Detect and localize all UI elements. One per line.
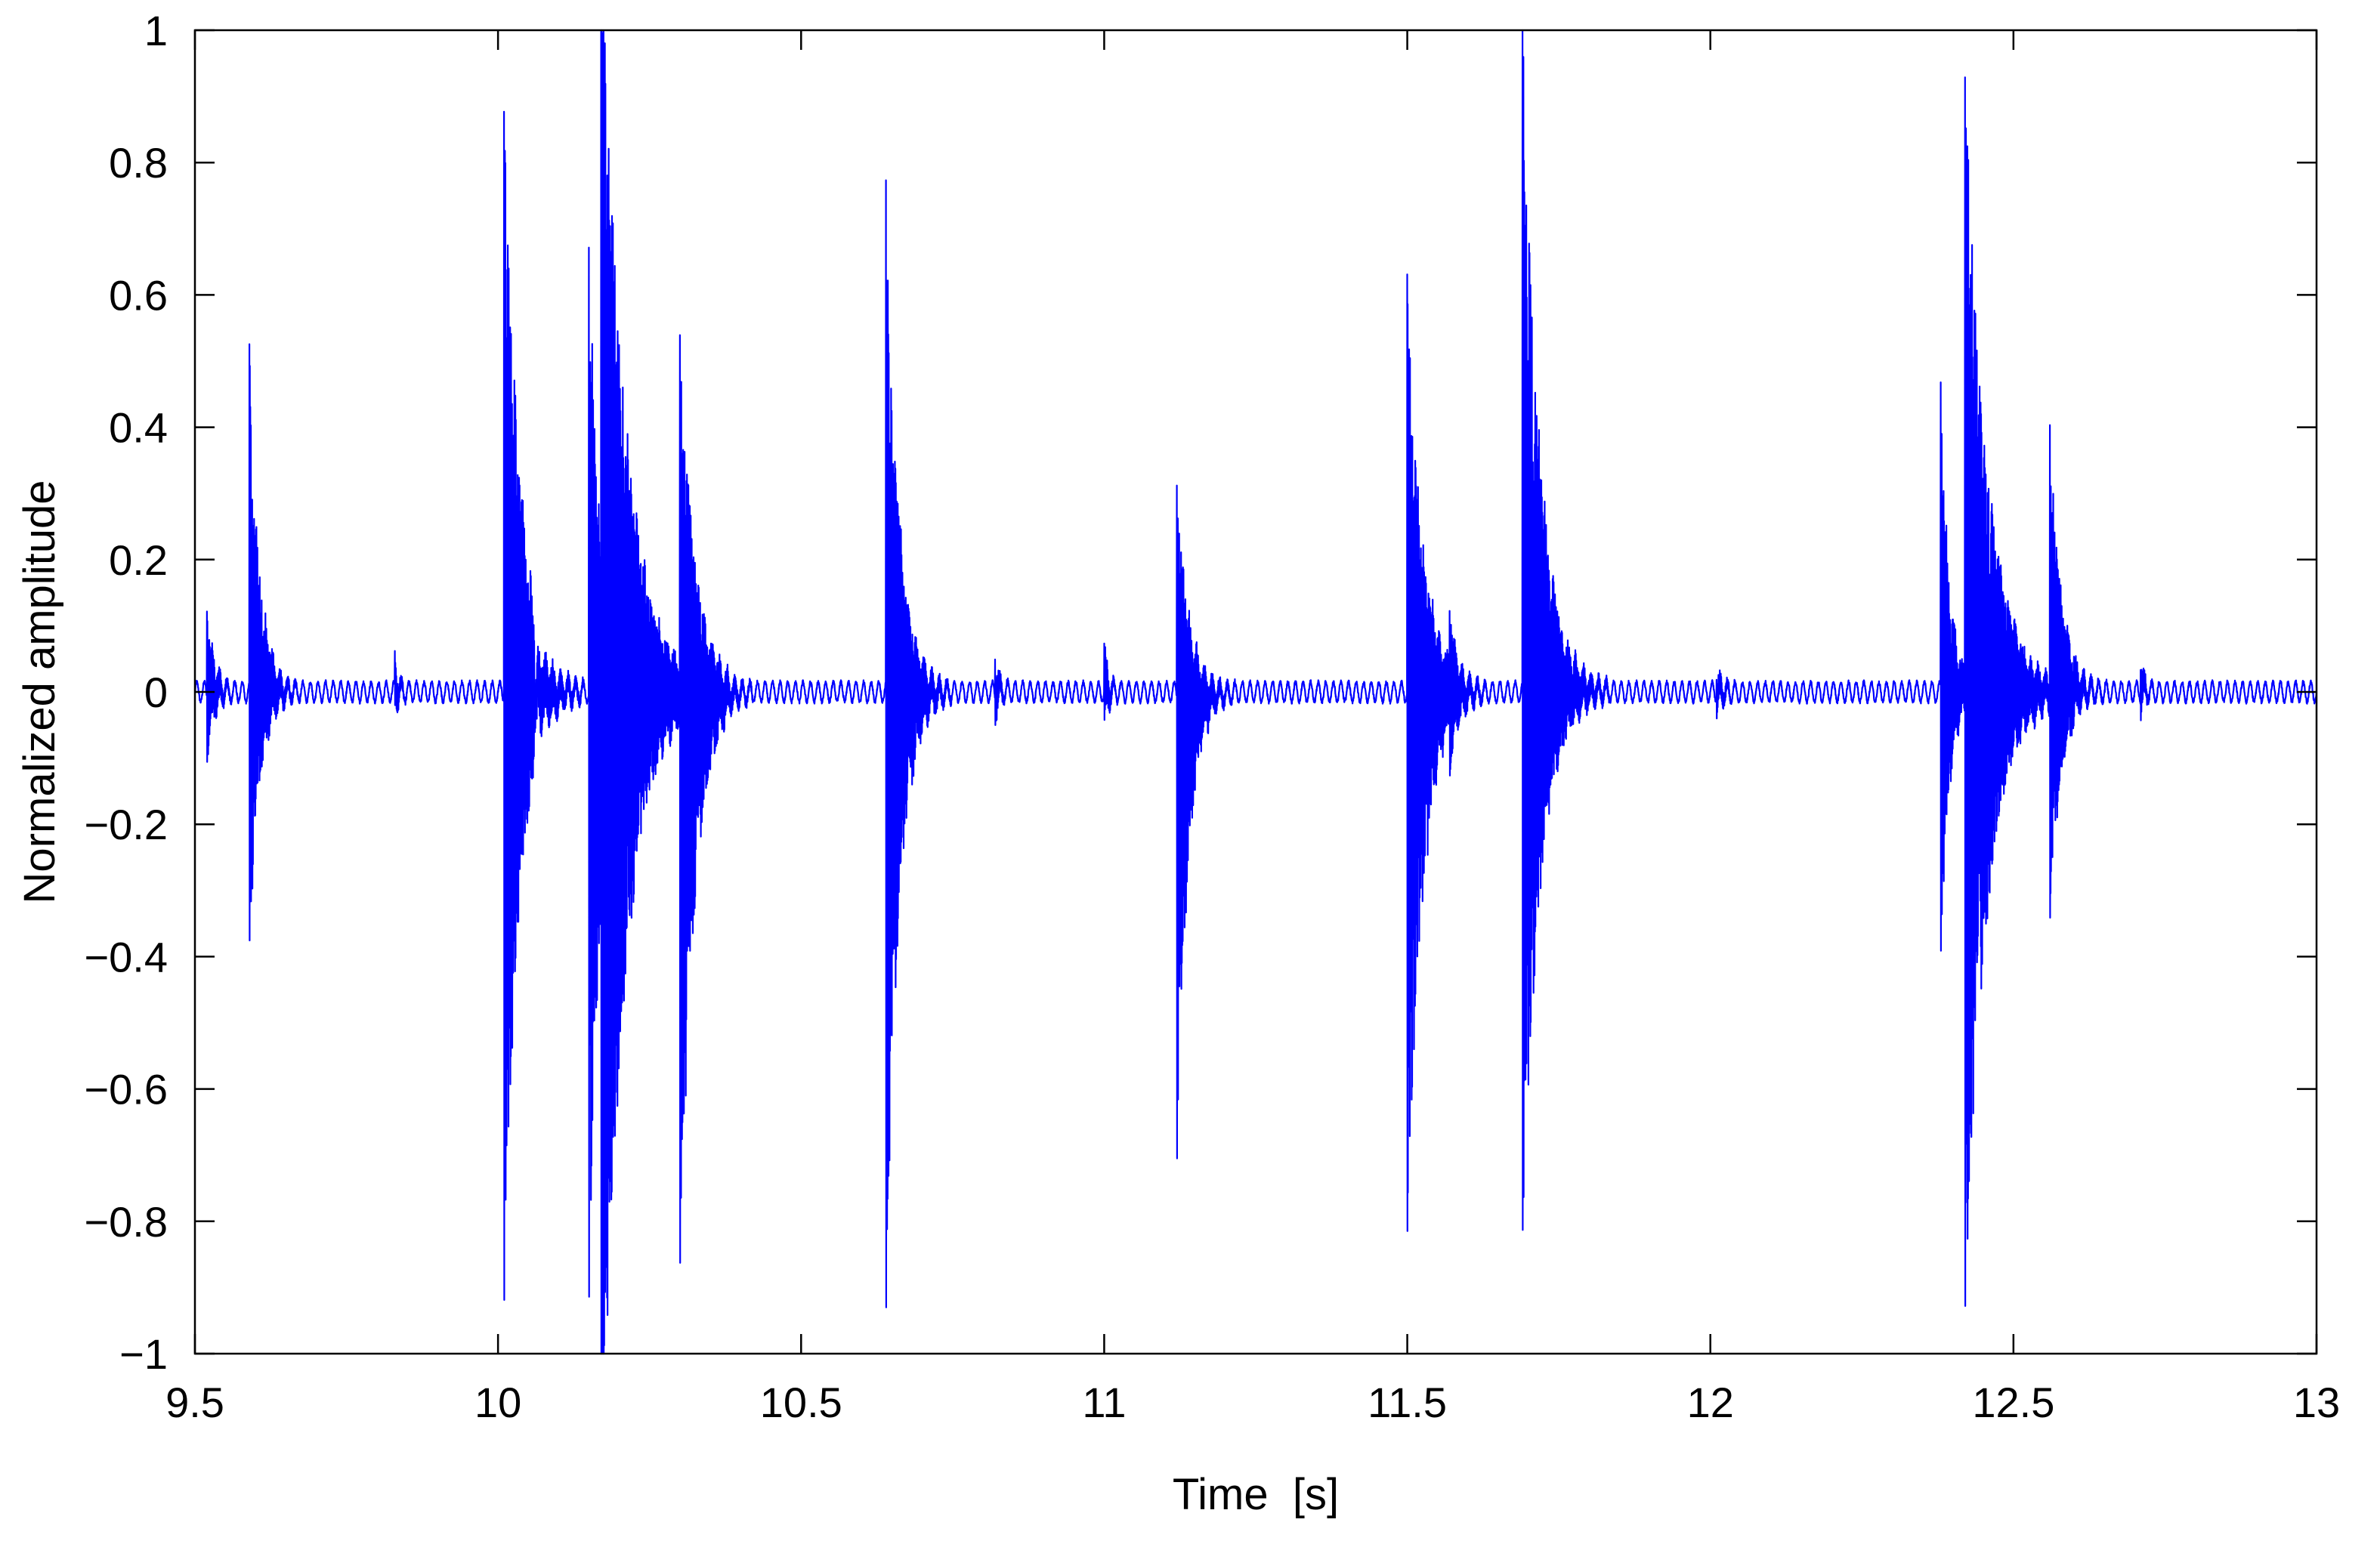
x-axis-title: Time [s] <box>1173 1470 1339 1519</box>
y-tick-label: −0.6 <box>84 1066 168 1113</box>
y-tick-label: 0.8 <box>109 139 168 187</box>
y-tick-label: 1 <box>144 7 168 54</box>
x-tick-label: 10 <box>474 1379 521 1426</box>
x-tick-label: 9.5 <box>165 1379 224 1426</box>
x-axis-tick-labels: 9.5 10 10.5 11 11.5 12 12.5 13 <box>165 1379 2340 1426</box>
plot-frame <box>193 29 2318 1355</box>
y-tick-label: 0.4 <box>109 404 168 452</box>
y-tick-label: 0 <box>144 669 168 716</box>
y-tick-label: 0.6 <box>109 271 168 319</box>
y-tick-label: −1 <box>119 1330 168 1378</box>
x-tick-label: 11 <box>1082 1379 1126 1426</box>
y-tick-label: 0.2 <box>109 536 168 584</box>
y-tick-label: −0.4 <box>84 933 168 980</box>
x-tick-label: 10.5 <box>760 1379 842 1426</box>
amplitude-series-line <box>193 29 2318 1355</box>
y-axis-title: Normalized amplitude <box>15 480 64 904</box>
x-tick-label: 12.5 <box>1972 1379 2054 1426</box>
y-tick-label: −0.8 <box>84 1198 168 1246</box>
x-tick-label: 13 <box>2293 1379 2340 1426</box>
x-tick-label: 12 <box>1687 1379 1734 1426</box>
y-tick-label: −0.2 <box>84 801 168 848</box>
y-axis-tick-labels: 1 0.8 0.6 0.4 0.2 0 −0.2 −0.4 −0.6 −0.8 −1 <box>84 7 168 1378</box>
x-tick-label: 11.5 <box>1368 1379 1447 1426</box>
